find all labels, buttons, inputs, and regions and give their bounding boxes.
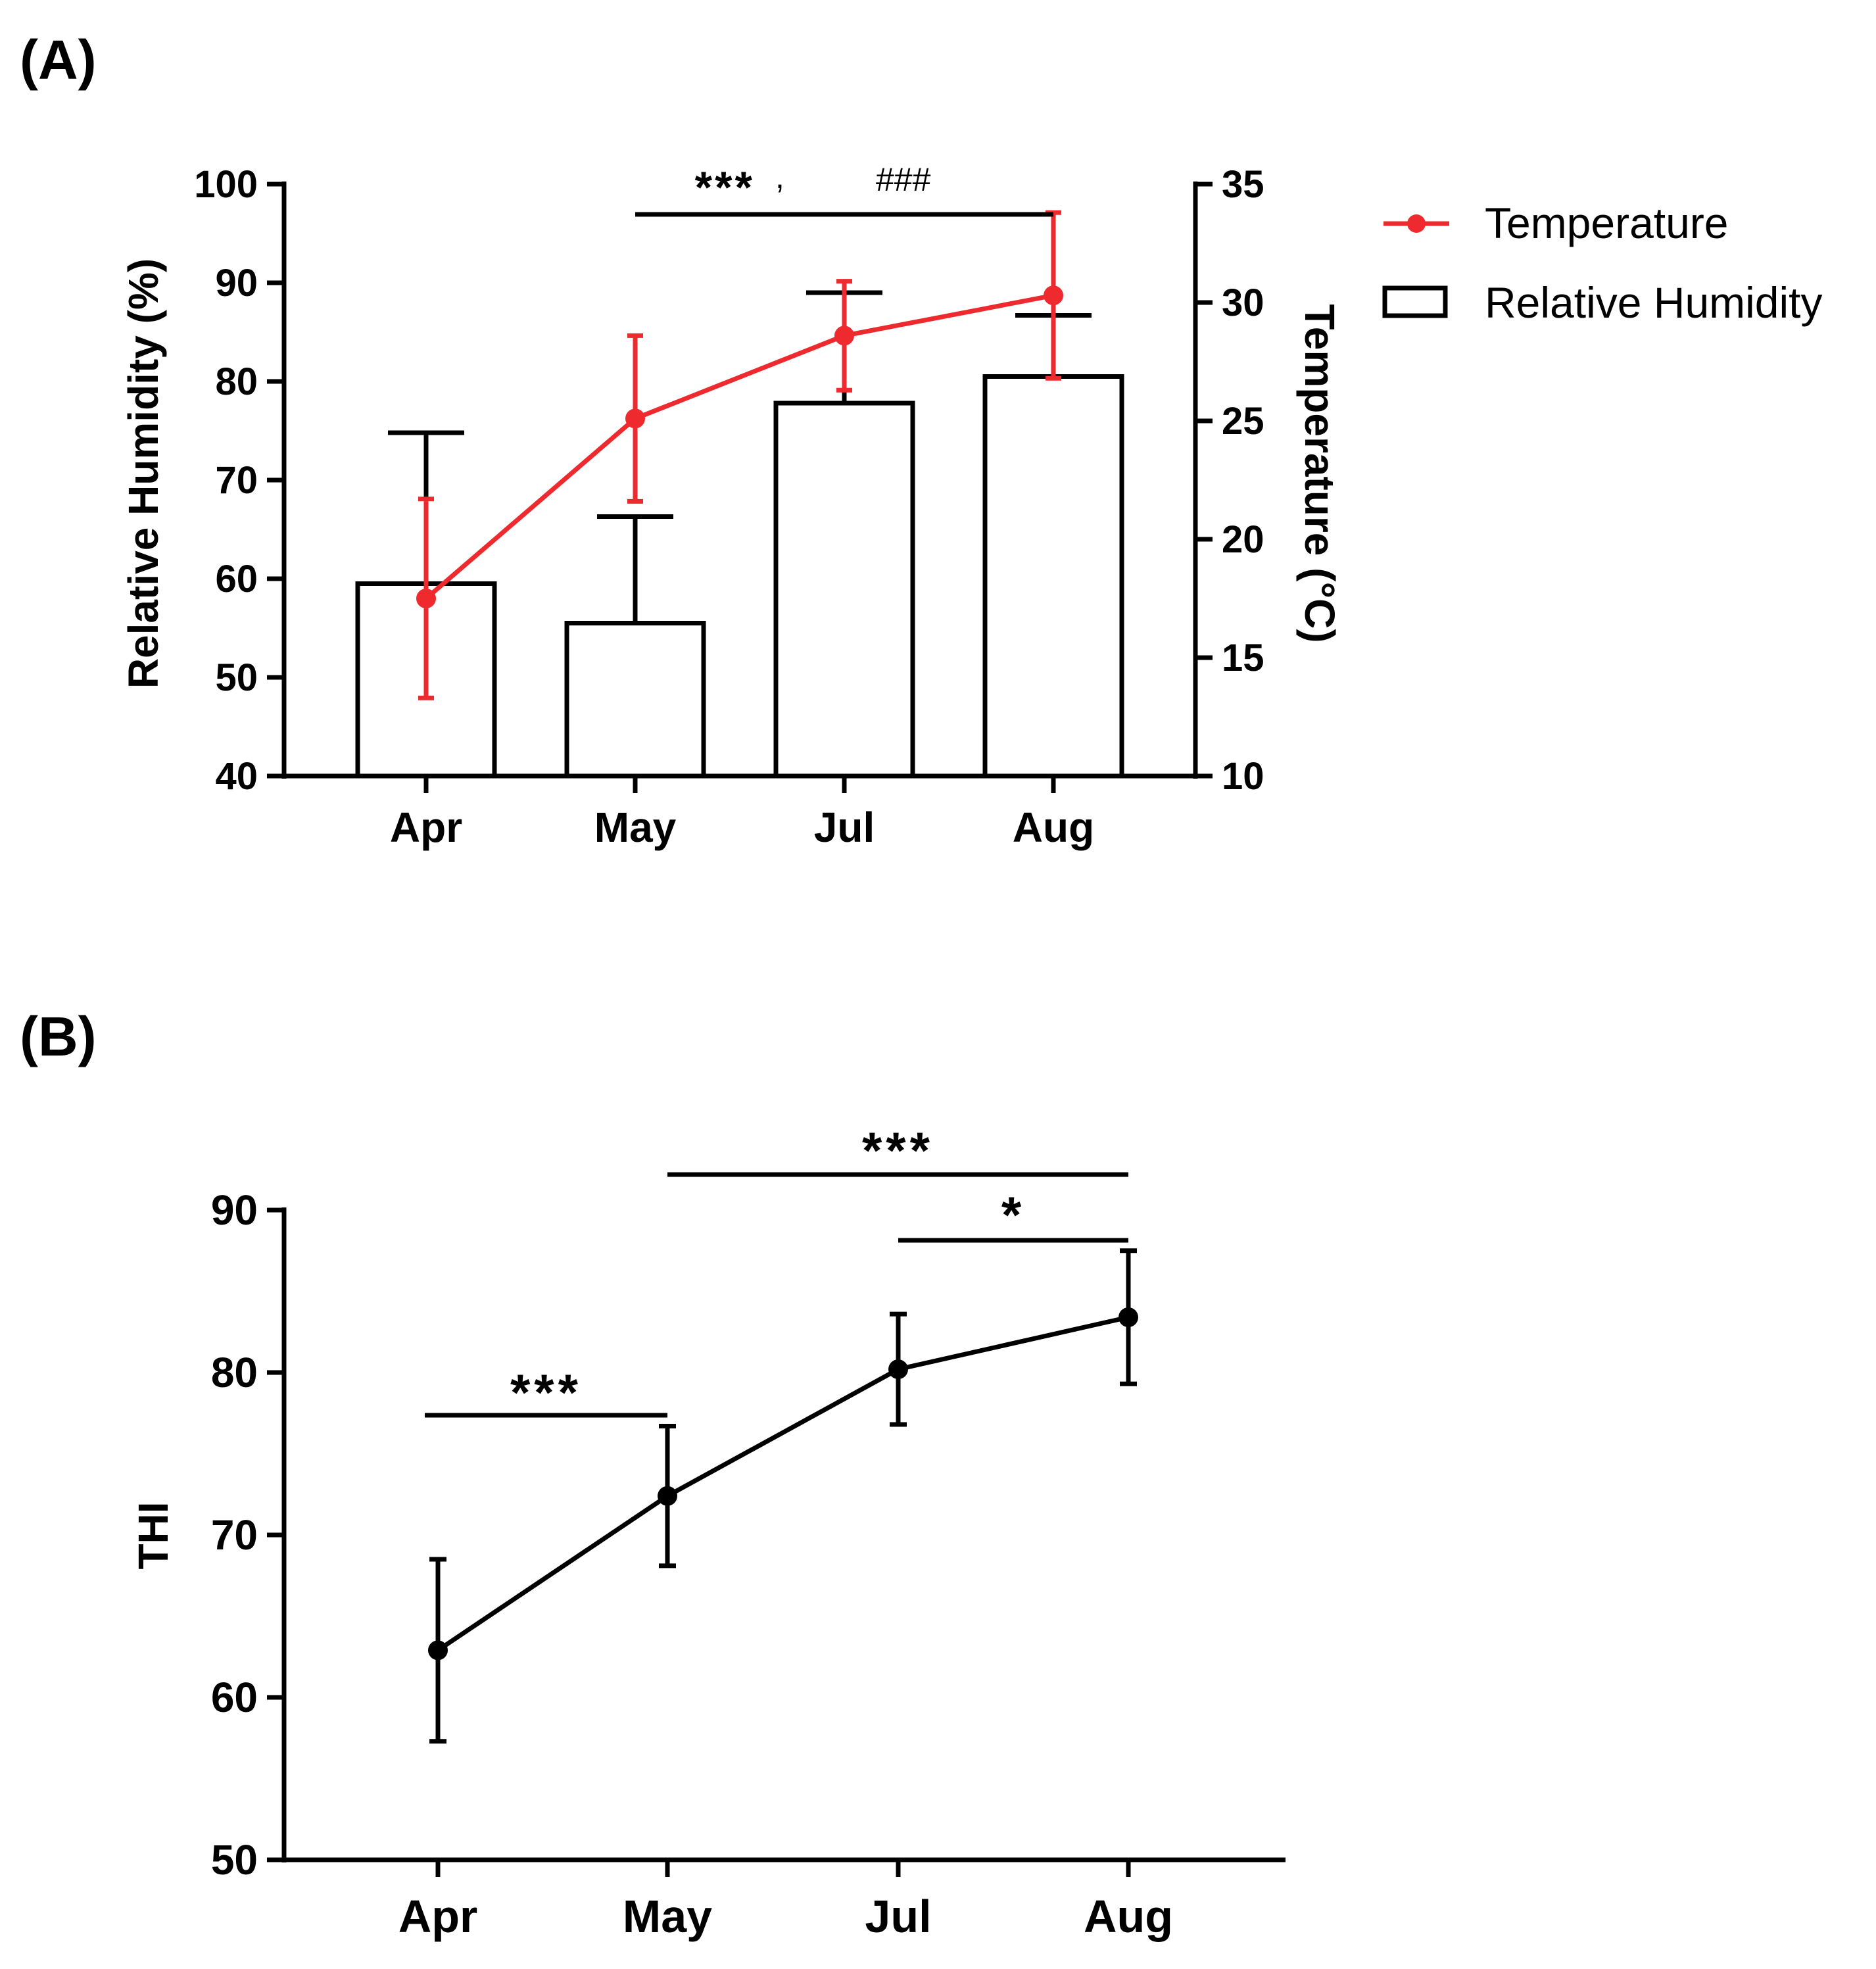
panel-b-significance-stars: *** [862,1121,934,1179]
thi-point [888,1359,908,1380]
thi-point [428,1640,448,1661]
panel-a-y-tick-label: 80 [215,360,258,403]
panel-a-label: (A) [20,29,97,91]
panel-a-significance-comma: , [775,158,784,195]
temperature-point [416,589,436,608]
panel-b-y-axis-title: THI [130,1501,177,1569]
panel-a-x-tick-label: Apr [390,804,462,851]
panel-b-y-tick-label: 80 [211,1349,258,1396]
panel-a-y2-axis-title: Temperature (°C) [1296,304,1343,643]
panel-a-significance-hashes: ### [876,161,931,198]
temperature-point [625,408,645,429]
humidity-bar [982,374,1124,779]
thi-point [658,1486,677,1506]
legend-temperature-marker [1407,214,1426,233]
panel-a-y2-tick-label: 10 [1222,755,1264,798]
panel-b-x-tick-label: Aug [1084,1891,1173,1942]
panel-a-y2-tick-label: 20 [1222,518,1264,561]
panel-a-y-axis-title: Relative Humidity (%) [120,258,167,689]
temperature-point [1044,285,1063,306]
panel-b-label: (B) [20,1006,97,1067]
panel-a-y-tick-label: 60 [215,558,258,600]
panel-a-y-tick-label: 50 [215,656,258,699]
thi-line [437,1315,1129,1653]
panel-a-y2-tick-label: 25 [1222,400,1264,443]
legend-temperature-text: Temperature [1485,199,1729,247]
temperature-line [424,293,1054,600]
panel-b-y-tick-label: 90 [211,1186,258,1234]
panel-a-y2-tick-label: 35 [1222,163,1264,206]
panel-a-y-tick-label: 100 [194,163,258,206]
panel-a-legend: Temperature Relative Humidity [1382,199,1823,327]
panel-b-y-tick-label: 60 [211,1674,258,1721]
humidity-bar [773,401,915,779]
thi-point [1118,1307,1138,1328]
panel-a-y-tick-label: 90 [215,262,258,304]
humidity-bar [564,621,706,779]
legend-humidity-text: Relative Humidity [1485,278,1823,327]
panel-b-y-tick-label: 70 [211,1511,258,1559]
panel-b-significance-stars: * [1001,1186,1025,1244]
panel-a-x-tick-label: May [594,804,677,851]
temperature-point [834,326,854,346]
panel-b-y-tick-label: 50 [211,1836,258,1884]
panel-a-y-tick-label: 40 [215,755,258,798]
panel-a-x-tick-label: Aug [1013,804,1094,851]
legend-humidity-swatch [1382,285,1448,318]
panel-b-x-tick-label: May [623,1891,712,1942]
panel-b-significance-stars: *** [510,1363,582,1421]
panel-a-significance-stars: *** [695,162,755,212]
panel-a-y2-tick-label: 15 [1222,637,1264,679]
panel-b-x-tick-label: Jul [865,1891,931,1942]
panel-b-x-tick-label: Apr [398,1891,478,1942]
panel-a-y-tick-label: 70 [215,459,258,502]
panel-a-y2-tick-label: 30 [1222,281,1264,324]
panel-a-x-tick-label: Jul [814,804,875,851]
panel-a-plot: 40 50 60 70 80 90 100 10 15 20 25 30 35 Apr May Jul Aug *… [194,158,1264,851]
